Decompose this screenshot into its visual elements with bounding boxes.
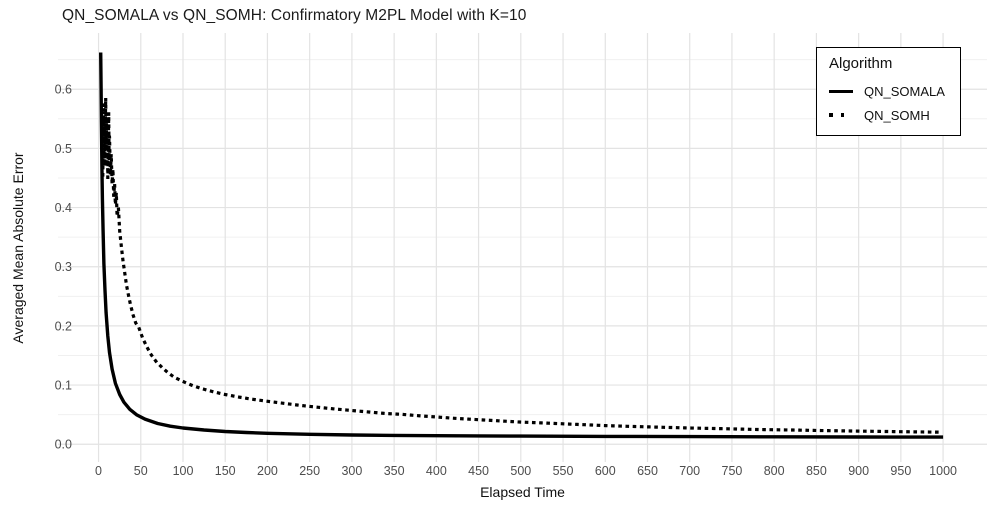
- solid-line-key-icon: [829, 89, 855, 93]
- legend-title: Algorithm: [829, 55, 893, 72]
- x-tick-label: 950: [890, 464, 911, 478]
- x-tick-label: 750: [722, 464, 743, 478]
- x-tick-label: 300: [341, 464, 362, 478]
- legend-item-qn-somala: QN_SOMALA: [829, 79, 950, 103]
- x-tick-label: 600: [595, 464, 616, 478]
- chart-title: QN_SOMALA vs QN_SOMH: Confirmatory M2PL …: [62, 7, 527, 24]
- legend-label: QN_SOMH: [864, 107, 930, 123]
- y-tick-label: 0.5: [55, 142, 72, 156]
- x-tick-label: 900: [848, 464, 869, 478]
- x-tick-label: 400: [426, 464, 447, 478]
- legend-label: QN_SOMALA: [864, 83, 945, 99]
- series-line-qn_somh: [101, 96, 945, 434]
- x-tick-label: 350: [384, 464, 405, 478]
- x-tick-label: 250: [299, 464, 320, 478]
- y-tick-label: 0.3: [55, 260, 72, 274]
- x-tick-label: 0: [95, 464, 102, 478]
- x-axis-title: Elapsed Time: [480, 484, 565, 500]
- x-tick-label: 450: [468, 464, 489, 478]
- x-tick-label: 850: [806, 464, 827, 478]
- dotted-line-key-icon: [829, 113, 855, 117]
- y-axis-title: Averaged Mean Absolute Error: [10, 152, 26, 344]
- x-tick-label: 150: [215, 464, 236, 478]
- y-tick-label: 0.4: [55, 201, 72, 215]
- x-tick-label: 200: [257, 464, 278, 478]
- x-tick-label: 550: [553, 464, 574, 478]
- x-tick-label: 500: [510, 464, 531, 478]
- legend: Algorithm QN_SOMALA QN_SOMH: [816, 47, 961, 136]
- x-tick-label: 50: [134, 464, 148, 478]
- y-tick-label: 0.6: [55, 83, 72, 97]
- x-tick-label: 1000: [929, 464, 957, 478]
- y-tick-label: 0.1: [55, 379, 72, 393]
- x-tick-label: 650: [637, 464, 658, 478]
- y-tick-label: 0.0: [55, 438, 72, 452]
- x-tick-label: 800: [764, 464, 785, 478]
- x-tick-label: 700: [679, 464, 700, 478]
- y-tick-label: 0.2: [55, 319, 72, 333]
- series-line-qn_somala: [99, 52, 944, 439]
- legend-item-qn-somh: QN_SOMH: [829, 103, 950, 127]
- x-tick-label: 100: [173, 464, 194, 478]
